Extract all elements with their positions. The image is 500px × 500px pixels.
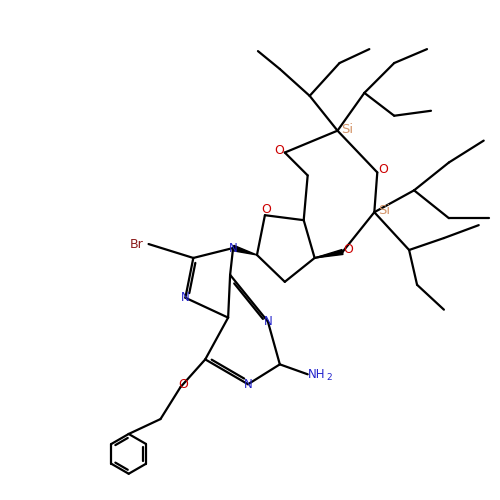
Text: N: N [264, 315, 272, 328]
Text: 2: 2 [326, 374, 332, 382]
Text: Si: Si [342, 122, 353, 136]
Text: N: N [228, 242, 237, 254]
Polygon shape [232, 246, 257, 255]
Text: N: N [181, 291, 190, 304]
Text: O: O [274, 144, 284, 156]
Text: NH: NH [308, 368, 325, 381]
Text: Si: Si [378, 204, 390, 217]
Text: O: O [262, 202, 272, 215]
Text: N: N [244, 378, 252, 391]
Text: O: O [178, 378, 188, 391]
Text: Br: Br [130, 238, 143, 250]
Text: O: O [344, 243, 353, 256]
Text: O: O [378, 164, 388, 176]
Polygon shape [314, 250, 343, 258]
